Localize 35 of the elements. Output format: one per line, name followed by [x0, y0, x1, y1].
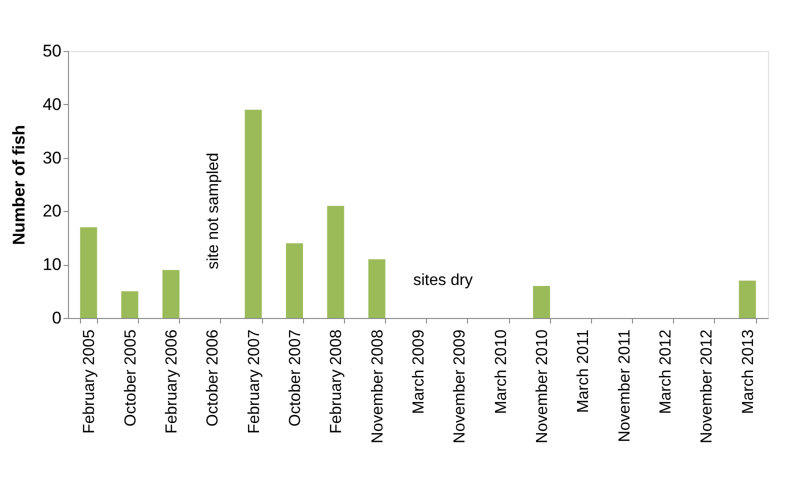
y-tick-label: 40 — [42, 94, 62, 114]
x-tick-label: March 2012 — [658, 329, 675, 414]
x-tick-label: March 2010 — [492, 329, 510, 414]
x-tick-label: November 2009 — [452, 329, 469, 444]
bar — [533, 286, 550, 318]
y-tick-label: 10 — [42, 255, 62, 274]
bar — [286, 243, 303, 318]
x-tick-label: February 2007 — [246, 329, 263, 434]
bar — [162, 270, 180, 318]
y-tick-label: 0 — [52, 308, 62, 328]
annotation: site not sampled — [205, 152, 222, 270]
bar — [738, 280, 756, 318]
y-tick-label: 20 — [42, 202, 62, 221]
x-tick-label: October 2005 — [122, 329, 140, 426]
x-tick-label: October 2006 — [204, 329, 222, 426]
x-tick-label: March 2011 — [575, 329, 592, 413]
y-tick-label: 30 — [42, 148, 62, 168]
x-tick-label: February 2008 — [328, 329, 346, 434]
x-tick-label: November 2011 — [616, 329, 634, 442]
x-tick-label: February 2005 — [81, 329, 98, 434]
bar — [368, 259, 386, 318]
y-axis-title: Number of fish — [10, 125, 29, 245]
annotation: sites dry — [413, 272, 473, 289]
x-tick-label: March 2009 — [410, 329, 428, 414]
x-tick-label: February 2006 — [163, 329, 180, 434]
y-tick-label: 50 — [42, 42, 62, 60]
x-tick-label: November 2008 — [369, 329, 386, 444]
bar — [121, 291, 138, 318]
x-tick-label: November 2012 — [698, 329, 716, 444]
bar — [80, 227, 98, 318]
x-tick-label: March 2013 — [740, 329, 757, 414]
x-tick-label: November 2010 — [534, 329, 552, 444]
bar — [244, 110, 262, 318]
bar — [327, 206, 344, 318]
x-tick-label: October 2007 — [286, 329, 304, 426]
